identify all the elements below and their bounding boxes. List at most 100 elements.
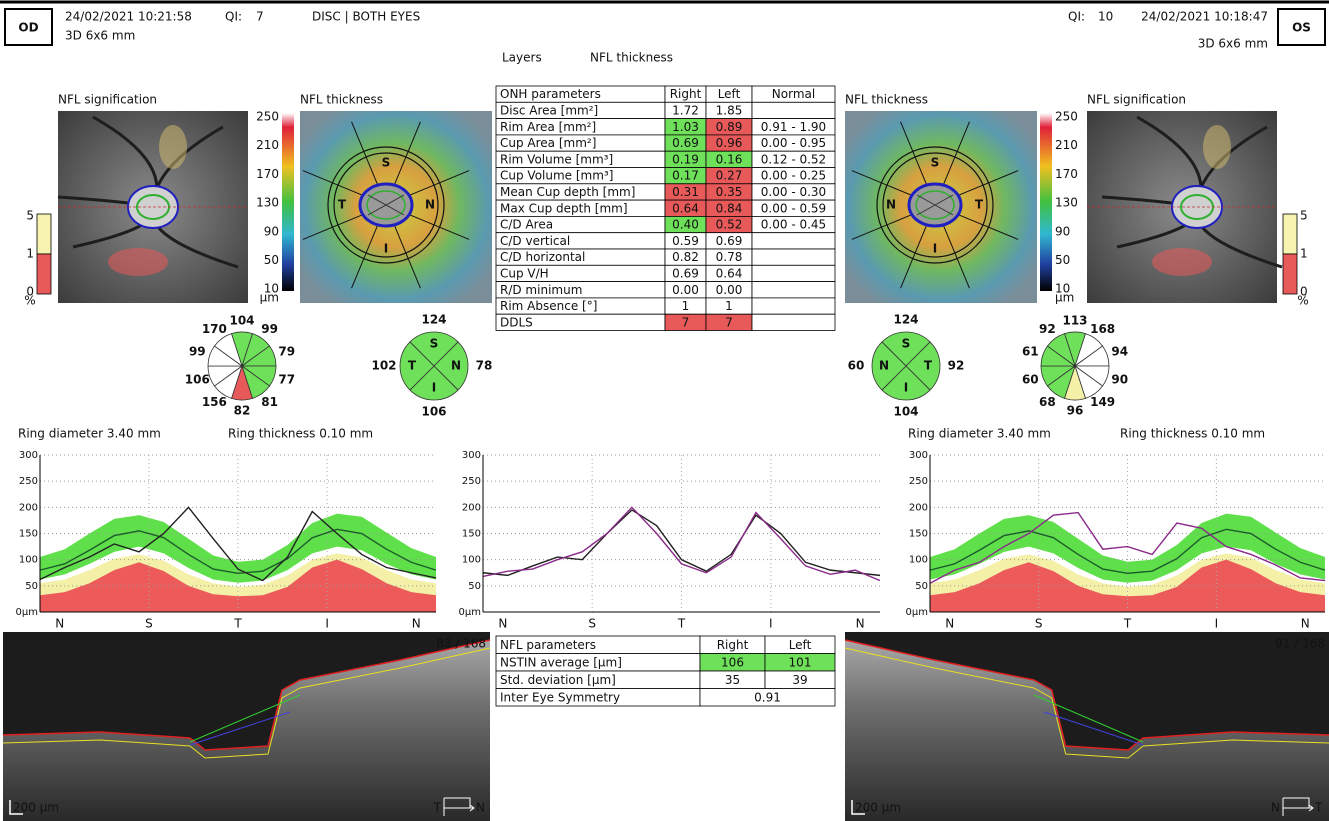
ring-diameter: Ring diameter 3.40 mm: [908, 427, 1051, 441]
y-tick-label: 300: [19, 450, 38, 461]
table-cell-text: 1.72: [672, 103, 699, 117]
clock-value: 104: [229, 314, 254, 328]
colorbar-label: 90: [264, 224, 279, 238]
quadrant-label: S: [430, 337, 439, 351]
table-cell-text: 0.19: [672, 152, 699, 166]
panel-title: NFL signification: [58, 93, 157, 107]
qi-value: 10: [1098, 10, 1113, 24]
table-cell-text: 0.27: [716, 169, 743, 183]
y-tick-label: 300: [909, 450, 928, 461]
clock-value: 79: [278, 345, 295, 359]
scan-type: 3D 6x6 mm: [65, 29, 135, 43]
quadrant-value: 60: [848, 359, 865, 373]
significance-patch: [159, 125, 187, 169]
table-header: Normal: [772, 87, 815, 101]
map-label: T: [975, 198, 984, 212]
map-label: N: [425, 198, 435, 212]
clock-value: 168: [1090, 322, 1115, 336]
table-header: NFL parameters: [500, 638, 596, 652]
y-tick-label: 250: [19, 476, 38, 487]
y-tick-label: 0µm: [16, 607, 38, 618]
legend-swatch: [37, 214, 51, 254]
clock-value: 68: [1039, 395, 1056, 409]
quadrant-label: T: [924, 359, 933, 373]
table-cell-text: DDLS: [500, 315, 533, 329]
table-cell-text: R/D minimum: [500, 283, 582, 297]
clock-value: 94: [1111, 345, 1128, 359]
table-cell-text: 39: [792, 673, 807, 687]
map-label: I: [933, 242, 937, 256]
legend-label: 1: [1300, 247, 1308, 261]
ring-thickness: Ring thickness 0.10 mm: [1120, 427, 1265, 441]
table-cell-text: C/D vertical: [500, 234, 570, 248]
scale-label: 200 µm: [855, 801, 901, 815]
table-cell-text: 0.64: [672, 201, 699, 215]
map-label: I: [384, 242, 388, 256]
colorbar-unit: µm: [260, 291, 279, 305]
report: ODOS24/02/2021 10:21:58QI:73D 6x6 mmDISC…: [0, 0, 1329, 821]
table-cell-text: 1: [725, 299, 733, 313]
quadrant-value: 124: [893, 313, 918, 327]
table-cell: [752, 298, 835, 314]
significance-patch: [1152, 248, 1212, 276]
page: ODOS24/02/2021 10:21:58QI:73D 6x6 mmDISC…: [0, 0, 1329, 821]
quadrant-label: N: [451, 359, 461, 373]
clock-value: 170: [202, 322, 227, 336]
x-tick-label: N: [1301, 617, 1310, 631]
table-cell-text: 0.00 - 0.45: [761, 218, 826, 232]
orientation-to: N: [476, 801, 485, 815]
table-cell-text: 0.69: [672, 136, 699, 150]
quadrant-value: 102: [371, 359, 396, 373]
table-cell: [752, 233, 835, 249]
table-cell-text: 0.69: [716, 234, 743, 248]
orientation-from: N: [1271, 801, 1280, 815]
legend-swatch: [1283, 214, 1297, 254]
x-tick-label: I: [769, 617, 773, 631]
table-cell-text: 0.00: [672, 283, 699, 297]
table-cell: [752, 102, 835, 118]
clock-value: 156: [202, 395, 227, 409]
x-tick-label: N: [856, 617, 865, 631]
table-cell-text: 0.00: [716, 283, 743, 297]
colorbar-label: 170: [1055, 167, 1078, 181]
map-label: N: [886, 198, 896, 212]
table-header: ONH parameters: [500, 87, 601, 101]
y-tick-label: 0µm: [459, 607, 481, 618]
table-cell-text: 0.00 - 0.95: [761, 136, 826, 150]
ring-thickness: Ring thickness 0.10 mm: [228, 427, 373, 441]
table-cell-text: 0.59: [672, 234, 699, 248]
clock-value: 99: [261, 322, 278, 336]
table-cell-text: Disc Area [mm²]: [500, 103, 598, 117]
clock-value: 149: [1090, 395, 1115, 409]
colorbar-label: 50: [264, 253, 279, 267]
table-cell-text: 0.52: [716, 218, 743, 232]
table-cell-text: 1.03: [672, 120, 699, 134]
quadrant-value: 124: [421, 313, 446, 327]
qi-label: QI:: [225, 10, 242, 24]
legend-label: 5: [26, 209, 34, 223]
table-cell-text: 0.17: [672, 169, 699, 183]
scale-label: 200 µm: [13, 801, 59, 815]
table-cell: [752, 282, 835, 298]
table-cell-text: 0.00 - 0.59: [761, 201, 826, 215]
tab[interactable]: NFL thickness: [590, 51, 673, 65]
x-tick-label: N: [412, 617, 421, 631]
y-tick-label: 150: [19, 529, 38, 540]
table-cell-text: C/D horizontal: [500, 250, 585, 264]
orientation-from: T: [433, 801, 442, 815]
clock-value: 90: [1111, 372, 1128, 386]
scan-type: 3D 6x6 mm: [1198, 37, 1268, 51]
table-cell-text: 0.82: [672, 250, 699, 264]
panel-title: NFL signification: [1087, 93, 1186, 107]
table-cell-text: 0.91: [754, 690, 781, 704]
quadrant-value: 78: [476, 359, 493, 373]
legend-label: 1: [26, 247, 34, 261]
orientation-to: T: [1314, 801, 1323, 815]
colorbar-label: 250: [256, 110, 279, 124]
table-cell-text: Mean Cup depth [mm]: [500, 185, 635, 199]
table-cell-text: 35: [725, 673, 740, 687]
tab[interactable]: Layers: [502, 51, 542, 65]
colorbar-label: 250: [1055, 110, 1078, 124]
datetime: 24/02/2021 10:18:47: [1141, 10, 1268, 24]
x-tick-label: S: [145, 617, 153, 631]
